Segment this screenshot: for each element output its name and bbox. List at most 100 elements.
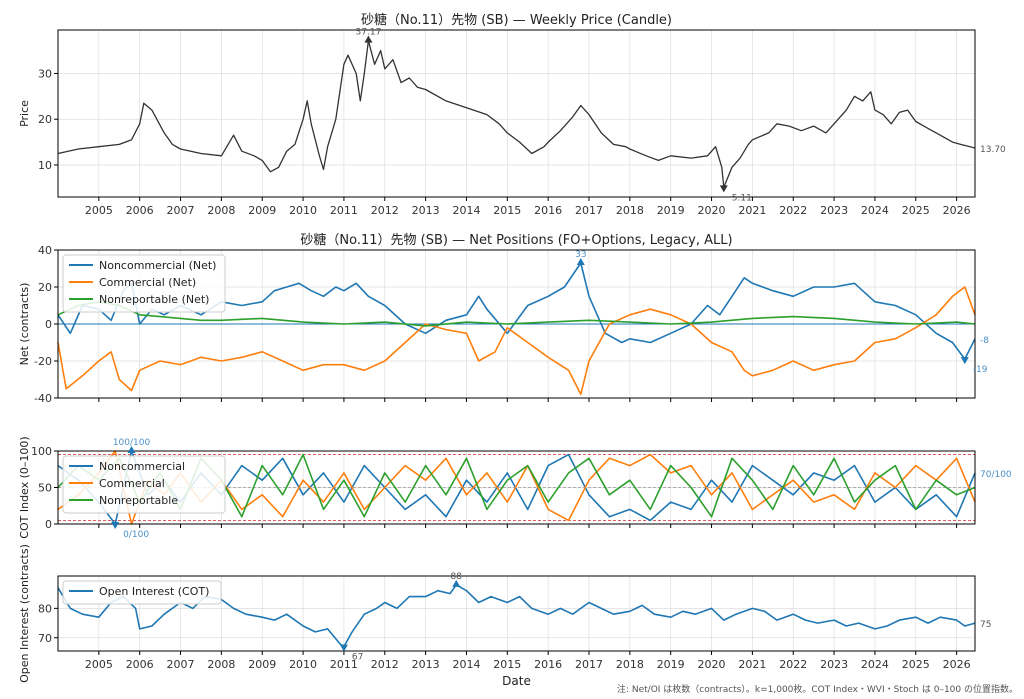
annotation-label: 5.11 bbox=[732, 193, 752, 203]
x-tick-label: 2020 bbox=[698, 658, 726, 671]
y-tick-label: 30 bbox=[38, 67, 52, 80]
y-tick-label: -40 bbox=[34, 392, 52, 405]
annotation-label: 33 bbox=[575, 250, 586, 260]
x-tick-label: 2026 bbox=[943, 658, 971, 671]
x-tick-label: 2006 bbox=[126, 658, 154, 671]
annotation-label: -19 bbox=[973, 365, 988, 375]
x-tick-label: 2011 bbox=[330, 204, 358, 217]
legend-box bbox=[62, 580, 222, 605]
y-tick-label: 20 bbox=[38, 113, 52, 126]
legend-label-noncommercial: Noncommercial (Net) bbox=[99, 259, 216, 272]
x-tick-label: 2019 bbox=[657, 204, 685, 217]
annotation-label: 100/100 bbox=[113, 438, 151, 448]
x-tick-label: 2010 bbox=[289, 658, 317, 671]
extreme-marker bbox=[111, 522, 120, 529]
y-tick-label: 80 bbox=[38, 602, 52, 615]
legend-label-noncommercial: Noncommercial bbox=[99, 460, 185, 473]
x-tick-label: 2020 bbox=[698, 204, 726, 217]
x-tick-label: 2012 bbox=[371, 204, 399, 217]
x-axis-label: Date bbox=[502, 674, 531, 688]
x-tick-label: 2018 bbox=[616, 204, 644, 217]
x-tick-label: 2005 bbox=[85, 658, 113, 671]
y-tick-label: 100 bbox=[31, 445, 52, 458]
x-tick-label: 2007 bbox=[167, 658, 195, 671]
x-tick-label: 2019 bbox=[657, 658, 685, 671]
x-tick-label: 2011 bbox=[330, 658, 358, 671]
y-axis-label: Open Interest (contracts) bbox=[18, 544, 31, 683]
x-tick-label: 2018 bbox=[616, 658, 644, 671]
y-tick-label: 70 bbox=[38, 632, 52, 645]
footnote: 注: Net/OI は枚数（contracts）。k=1,000枚。COT In… bbox=[616, 685, 1018, 695]
series-line-price bbox=[57, 40, 976, 188]
y-tick-label: 50 bbox=[38, 482, 52, 495]
y-tick-label: 0 bbox=[45, 318, 52, 331]
x-tick-label: 2016 bbox=[534, 204, 562, 217]
x-tick-label: 2009 bbox=[248, 658, 276, 671]
extreme-marker bbox=[452, 579, 461, 587]
x-tick-label: 2024 bbox=[861, 658, 889, 671]
annotation-label: 0/100 bbox=[123, 530, 149, 540]
x-tick-label: 2015 bbox=[493, 658, 521, 671]
last-value-label: 75 bbox=[980, 620, 991, 630]
x-tick-label: 2023 bbox=[820, 204, 848, 217]
x-tick-label: 2025 bbox=[902, 204, 930, 217]
x-tick-label: 2016 bbox=[534, 658, 562, 671]
last-value-label: 70/100 bbox=[980, 470, 1012, 480]
x-tick-label: 2008 bbox=[207, 204, 235, 217]
annotation-label: 88 bbox=[451, 572, 463, 582]
x-tick-label: 2012 bbox=[371, 658, 399, 671]
series-line-nonreportable bbox=[57, 301, 976, 327]
y-axis-label: Net (contracts) bbox=[18, 283, 31, 366]
x-tick-label: 2013 bbox=[412, 658, 440, 671]
x-tick-label: 2008 bbox=[207, 658, 235, 671]
x-tick-label: 2021 bbox=[738, 658, 766, 671]
x-tick-label: 2026 bbox=[943, 204, 971, 217]
legend-box bbox=[62, 254, 226, 313]
x-tick-label: 2009 bbox=[248, 204, 276, 217]
x-tick-label: 2005 bbox=[85, 204, 113, 217]
series-line-commercial bbox=[57, 286, 976, 396]
chart-title: 砂糖（No.11）先物 (SB) — Net Positions (FO+Opt… bbox=[300, 232, 732, 248]
last-value-label: 13.70 bbox=[980, 145, 1006, 155]
extreme-marker bbox=[127, 446, 136, 453]
legend-label-nonreportable: Nonreportable bbox=[99, 494, 178, 507]
y-tick-label: 40 bbox=[38, 244, 52, 257]
extreme-marker bbox=[719, 185, 728, 193]
legend-label-commercial: Commercial bbox=[99, 477, 165, 490]
x-tick-label: 2015 bbox=[493, 204, 521, 217]
chart-title: 砂糖（No.11）先物 (SB) — Weekly Price (Candle) bbox=[361, 12, 672, 28]
legend-label-oi: Open Interest (COT) bbox=[99, 585, 209, 598]
annotation-label: 67 bbox=[352, 653, 363, 663]
x-tick-label: 2017 bbox=[575, 204, 603, 217]
legend-label-nonreportable: Nonreportable (Net) bbox=[99, 293, 209, 306]
y-tick-label: 10 bbox=[38, 159, 52, 172]
y-axis-label: Price bbox=[18, 100, 31, 127]
legend-box bbox=[62, 455, 226, 514]
extreme-marker bbox=[339, 644, 348, 652]
x-tick-label: 2014 bbox=[452, 658, 480, 671]
x-tick-label: 2024 bbox=[861, 204, 889, 217]
extreme-marker bbox=[364, 35, 373, 43]
x-tick-label: 2017 bbox=[575, 658, 603, 671]
x-tick-label: 2022 bbox=[779, 204, 807, 217]
x-tick-label: 2025 bbox=[902, 658, 930, 671]
axes-frame bbox=[57, 575, 976, 652]
x-tick-label: 2022 bbox=[779, 658, 807, 671]
y-tick-label: 0 bbox=[45, 518, 52, 531]
x-tick-label: 2023 bbox=[820, 658, 848, 671]
x-tick-label: 2021 bbox=[738, 204, 766, 217]
extreme-marker bbox=[960, 357, 969, 365]
x-tick-label: 2014 bbox=[452, 204, 480, 217]
annotation-label: 37.17 bbox=[356, 28, 382, 38]
x-tick-label: 2006 bbox=[126, 204, 154, 217]
x-tick-label: 2013 bbox=[412, 204, 440, 217]
y-tick-label: -20 bbox=[34, 355, 52, 368]
x-tick-label: 2007 bbox=[167, 204, 195, 217]
x-tick-label: 2010 bbox=[289, 204, 317, 217]
legend-label-commercial: Commercial (Net) bbox=[99, 276, 196, 289]
y-tick-label: 20 bbox=[38, 281, 52, 294]
y-axis-label: COT Index (0–100) bbox=[18, 436, 31, 538]
axes-frame bbox=[57, 29, 976, 198]
last-value-label: -8 bbox=[980, 336, 989, 346]
